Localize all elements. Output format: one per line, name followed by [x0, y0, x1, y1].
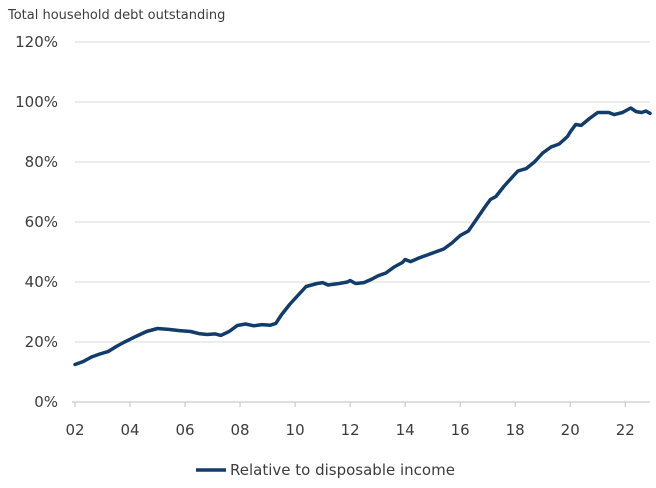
legend-label: Relative to disposable income: [230, 461, 455, 479]
y-tick-label: 120%: [15, 33, 58, 51]
y-tick-label: 60%: [25, 213, 58, 231]
y-tick-label: 40%: [25, 273, 58, 291]
x-tick-label: 14: [396, 421, 415, 439]
x-tick-label: 18: [506, 421, 525, 439]
series-line: [73, 106, 652, 367]
x-tick-label: 08: [231, 421, 250, 439]
y-axis: 0% 20% 40% 60% 80% 100% 120%: [15, 33, 58, 411]
series-layer: [73, 106, 652, 367]
x-tick-label: 20: [561, 421, 580, 439]
x-tick-label: 22: [616, 421, 635, 439]
y-tick-label: 20%: [25, 333, 58, 351]
x-tick-label: 10: [286, 421, 305, 439]
y-tick-label: 0%: [34, 393, 58, 411]
x-tick-label: 12: [341, 421, 360, 439]
legend: Relative to disposable income: [196, 461, 455, 479]
x-tick-label: 06: [176, 421, 195, 439]
gridlines: [75, 41, 650, 343]
y-tick-label: 80%: [25, 153, 58, 171]
x-axis: 02 04 06 08 10 12 14 16 18 20 22: [65, 401, 650, 439]
x-tick-label: 04: [120, 421, 139, 439]
x-tick-label: 02: [65, 421, 84, 439]
chart-title: Total household debt outstanding: [7, 8, 225, 23]
x-tick-label: 16: [451, 421, 470, 439]
y-tick-label: 100%: [15, 93, 58, 111]
